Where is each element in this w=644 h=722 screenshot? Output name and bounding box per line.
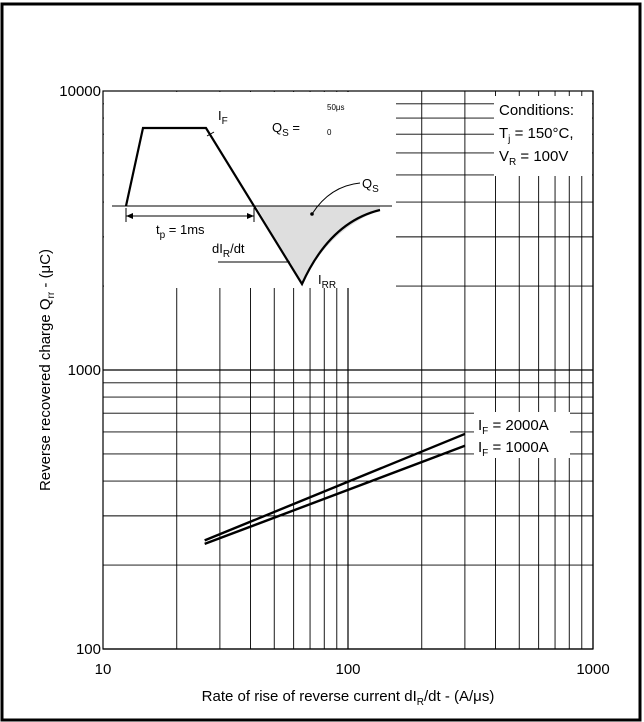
series-line-1: [204, 432, 466, 542]
qs-leader-dot: [310, 212, 314, 216]
x-tick-label: 10: [95, 661, 112, 678]
inset-background: [104, 92, 396, 288]
tp-arrow-left-head: [126, 213, 133, 219]
if-tick: [206, 131, 215, 137]
legend-label-2: IF = 1000A: [478, 439, 549, 459]
inset-irr-label: IRR: [318, 272, 336, 291]
tick-labels: 10 100 1000 100 1000 10000: [59, 83, 609, 678]
conditions-voltage: VR = 100V: [499, 148, 568, 168]
y-tick-label: 100: [76, 641, 101, 658]
current-waveform: [124, 126, 381, 287]
y-tick-label: 1000: [68, 362, 101, 379]
conditions-background: [494, 96, 592, 176]
inset-if-label: IF: [218, 108, 228, 127]
qs-shaded-area: [256, 206, 380, 284]
conditions-heading: Conditions:: [499, 102, 574, 119]
legend-label-1: IF = 2000A: [478, 417, 549, 437]
inset-tp-label: tp = 1ms: [156, 222, 205, 241]
inset-integral-lower: 0: [327, 128, 332, 137]
inset-qs-equation: QS =: [272, 120, 300, 139]
inset-didt-label: dIR/dt: [212, 241, 245, 260]
conditions-temperature: Tj = 150°C,: [499, 125, 574, 145]
inset-integral-upper: 50μs: [327, 103, 345, 112]
x-axis-label: Rate of rise of reverse current dIR/dt -…: [202, 688, 495, 708]
inset-qs-label: QS: [362, 176, 379, 195]
conditions-box: Conditions: Tj = 150°C, VR = 100V: [494, 96, 592, 176]
series-layer: [204, 432, 466, 546]
qs-leader: [311, 182, 361, 215]
y-tick-label: 10000: [59, 83, 101, 100]
x-tick-label: 100: [335, 661, 360, 678]
legend-background: [474, 412, 570, 458]
x-tick-label: 1000: [576, 661, 609, 678]
waveform-inset: IF QS = 50μs 0 QS tp = 1ms dIR/dt IRR: [104, 92, 396, 291]
tp-arrow-right-head: [247, 213, 254, 219]
y-axis-label: Reverse recovered charge Qrr - (μC): [37, 249, 57, 491]
series-line-2: [204, 444, 466, 546]
